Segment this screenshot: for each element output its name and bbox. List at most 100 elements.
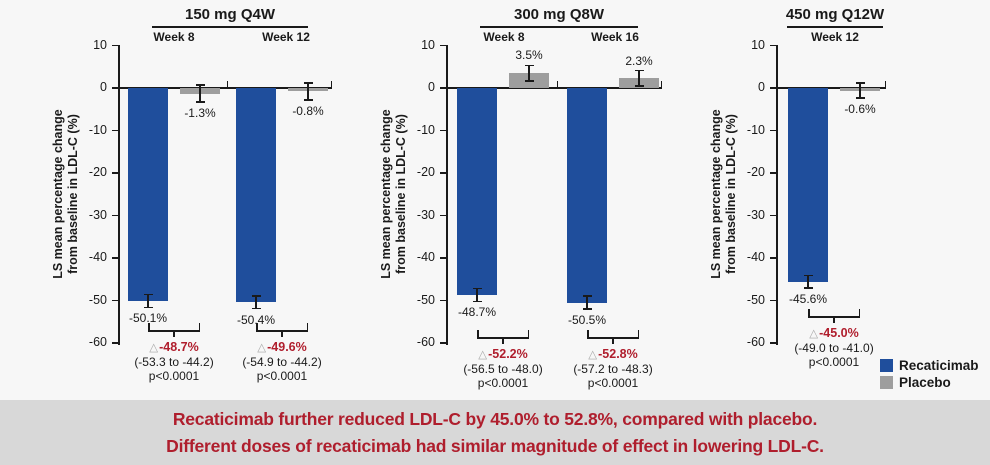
y-axis-tick [111, 87, 118, 89]
y-tick-label: 10 [93, 37, 107, 52]
bracket-end [587, 330, 589, 338]
y-axis-tick [439, 257, 446, 259]
bracket-center-tick [612, 337, 614, 344]
placebo-swatch-icon [880, 376, 893, 389]
y-axis-tick [769, 87, 776, 89]
difference-delta: △ -52.8% [541, 347, 685, 362]
error-bar-cap [303, 82, 313, 84]
y-axis-tick [111, 214, 118, 217]
error-bar-line [638, 70, 640, 86]
y-axis-label: LS mean percentage change from baseline i… [44, 39, 88, 349]
y-tick-label: 10 [421, 37, 435, 52]
bar-value-label: 3.5% [515, 48, 543, 63]
y-axis-label-line: from baseline in LDL-C (%) [394, 114, 408, 274]
y-axis-tick [111, 172, 118, 174]
difference-delta: △ -45.0% [762, 326, 906, 341]
dose-title: 300 mg Q8W [513, 6, 605, 23]
legend-item-recaticimab: Recaticimab [880, 357, 979, 374]
delta-triangle-icon: △ [257, 342, 267, 354]
summary-line-1: Recaticimab further reduced LDL-C by 45.… [172, 408, 818, 429]
difference-ci: (-56.5 to -48.0) [463, 362, 543, 376]
timepoint-label: Week 8 [153, 30, 195, 44]
y-tick-label: -40 [416, 250, 435, 264]
error-bar-cap [524, 79, 534, 82]
bracket-end [527, 330, 529, 338]
error-bar-line [255, 295, 257, 309]
y-tick-label: -30 [416, 207, 435, 222]
difference-ci: (-57.2 to -48.3) [573, 362, 653, 376]
timepoint-label: Week 16 [591, 30, 639, 44]
y-tick-label: -20 [88, 165, 107, 179]
y-axis [446, 45, 448, 345]
y-axis-tick [111, 44, 118, 47]
baseline-tick [660, 81, 663, 88]
bracket-end [637, 330, 639, 338]
y-tick-label: -10 [416, 122, 435, 137]
difference-annotation: △ -45.0% (-49.0 to -41.0) p<0.0001 [762, 326, 906, 369]
recaticimab-bar [567, 88, 607, 303]
error-bar-cap [143, 293, 153, 296]
difference-ci: (-49.0 to -41.0) [794, 341, 874, 355]
bar-value-label: -1.3% [184, 106, 216, 121]
y-tick-label: -50 [746, 292, 765, 307]
bar-value-label: -50.4% [236, 312, 276, 327]
error-bar-cap [582, 308, 592, 310]
bar-value-label: -0.8% [292, 103, 324, 118]
error-bar-cap [472, 287, 482, 290]
legend-label: Placebo [899, 375, 951, 390]
timepoint-label: Week 8 [483, 30, 525, 44]
bracket-center-tick [502, 337, 504, 344]
baseline-tick [884, 81, 887, 88]
y-axis-label-line: LS mean percentage change [51, 109, 65, 279]
difference-pvalue: p<0.0001 [808, 355, 860, 369]
difference-annotation: △ -49.6% (-54.9 to -44.2) p<0.0001 [210, 340, 354, 383]
y-tick-label: -40 [746, 250, 765, 264]
timepoint-label: Week 12 [811, 30, 859, 44]
bar-value-label: 2.3% [625, 53, 653, 68]
recaticimab-bar [128, 88, 168, 301]
y-axis-tick [769, 44, 776, 47]
error-bar-line [859, 82, 861, 99]
y-axis-tick [769, 342, 776, 344]
delta-triangle-icon: △ [149, 342, 159, 354]
summary-line-2: Different doses of recaticimab had simil… [166, 435, 824, 456]
difference-ci: (-54.9 to -44.2) [242, 355, 322, 369]
error-bar-cap [634, 69, 644, 72]
error-bar-cap [803, 287, 813, 289]
y-tick-label: -50 [88, 292, 107, 307]
delta-triangle-icon: △ [478, 349, 488, 361]
dose-title-underline [152, 26, 308, 28]
difference-delta: △ -48.7% [102, 340, 246, 355]
error-bar-cap [634, 85, 644, 87]
bracket-end [858, 309, 860, 317]
summary-banner: Recaticimab further reduced LDL-C by 45.… [0, 400, 990, 465]
recaticimab-bar [457, 88, 497, 295]
error-bar-cap [251, 307, 261, 310]
difference-pvalue: p<0.0001 [477, 376, 529, 390]
chart-legend: Recaticimab Placebo [880, 357, 979, 391]
bracket-center-tick [833, 316, 835, 323]
error-bar-line [586, 296, 588, 309]
bar-value-label: -45.6% [788, 292, 828, 307]
y-axis-label-line: LS mean percentage change [709, 109, 723, 279]
difference-annotation: △ -52.8% (-57.2 to -48.3) p<0.0001 [541, 347, 685, 390]
delta-triangle-icon: △ [588, 349, 598, 361]
delta-triangle-icon: △ [809, 328, 819, 340]
y-tick-label: -40 [88, 250, 107, 264]
y-axis-tick [439, 299, 446, 302]
y-tick-label: -30 [88, 207, 107, 222]
difference-delta: △ -52.2% [431, 347, 575, 362]
y-tick-label: -10 [746, 122, 765, 137]
error-bar-line [199, 85, 201, 103]
y-tick-label: -60 [88, 335, 107, 349]
y-tick-label: -60 [416, 335, 435, 349]
y-axis-label: LS mean percentage change from baseline i… [372, 39, 416, 349]
bar-value-label: -0.6% [844, 102, 876, 117]
y-tick-label: -10 [88, 122, 107, 137]
y-tick-label: -20 [746, 165, 765, 179]
y-tick-label: 0 [428, 80, 435, 94]
recaticimab-bar [236, 88, 276, 303]
y-axis-tick [439, 214, 446, 217]
chart-canvas: 150 mg Q4W 10 0 -10 -20 -30 -40 -50 -60 LS mean p… [44, 6, 906, 390]
